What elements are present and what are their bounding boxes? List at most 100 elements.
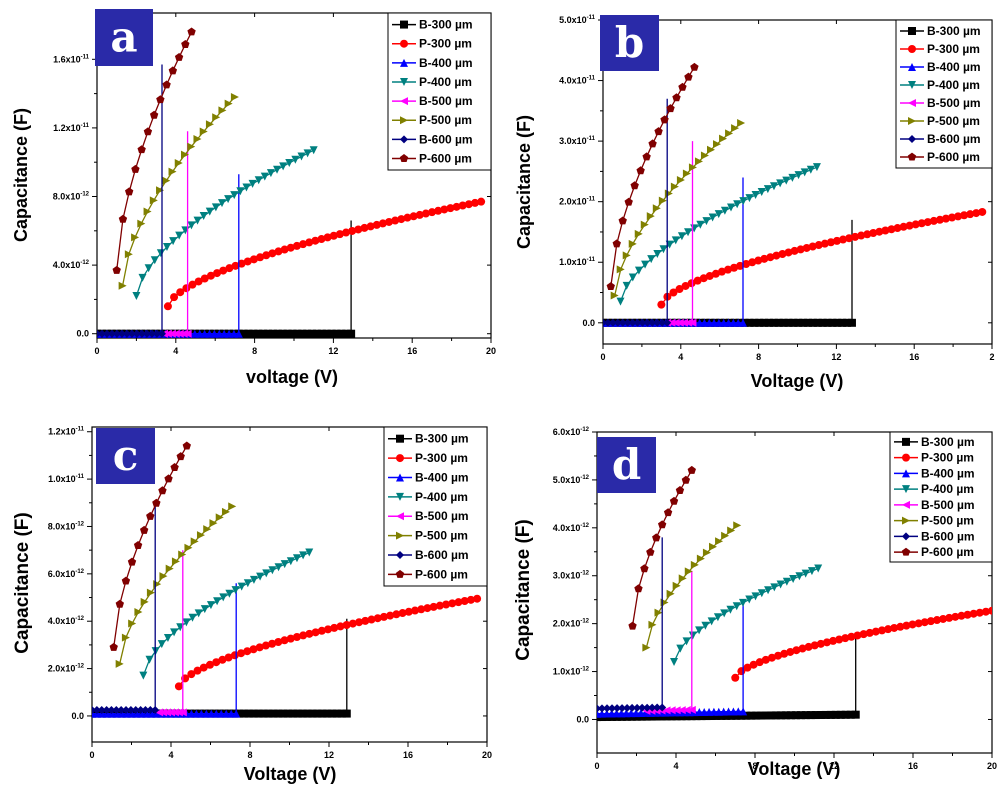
data-point — [699, 274, 708, 283]
data-point — [828, 318, 837, 327]
data-point — [261, 641, 270, 650]
data-point — [146, 511, 155, 520]
data-point — [748, 258, 757, 267]
data-point — [693, 276, 702, 285]
panel-label-box — [96, 428, 155, 484]
data-point — [264, 709, 273, 718]
data-point — [640, 564, 649, 573]
data-point — [205, 120, 214, 129]
data-point — [268, 329, 277, 338]
data-point — [678, 82, 687, 91]
x-tick-label: 12 — [324, 750, 334, 760]
data-point — [981, 607, 990, 616]
data-point — [242, 183, 251, 192]
y-tick-label: 0.0 — [76, 329, 89, 339]
series-p-600-m — [112, 27, 196, 274]
data-point — [213, 269, 222, 278]
data-point — [732, 602, 741, 611]
data-point — [308, 709, 317, 718]
data-point — [811, 711, 820, 720]
x-tick-label: 4 — [678, 352, 683, 362]
panel-label-text: d — [612, 440, 641, 489]
legend-item: P-300 µm — [388, 451, 468, 465]
legend-marker — [396, 550, 404, 559]
legend-marker — [400, 97, 408, 106]
data-point — [638, 318, 647, 327]
data-point — [193, 134, 202, 143]
x-tick-label: 16 — [909, 352, 919, 362]
data-point — [224, 653, 233, 662]
data-point — [881, 226, 890, 235]
data-point — [366, 222, 375, 231]
x-tick-label: 8 — [752, 761, 757, 771]
x-tick-label: 16 — [403, 750, 413, 760]
legend-label: B-500 µm — [415, 509, 469, 523]
legend-marker — [907, 152, 917, 161]
data-point — [792, 646, 801, 655]
data-point — [727, 711, 736, 720]
data-point — [794, 318, 803, 327]
data-point — [642, 643, 651, 652]
data-point — [659, 245, 668, 254]
legend-label: P-500 µm — [415, 529, 468, 543]
data-point — [929, 216, 938, 225]
x-tick-label: 4 — [168, 750, 173, 760]
data-point — [752, 711, 761, 720]
data-point — [792, 711, 801, 720]
legend-label: P-300 µm — [921, 451, 974, 465]
data-point — [757, 711, 766, 720]
chart-panel-d: 0 4 8 12 16 20 0.0 1.0x10-12 2.0x10-12 3.0x10-12 4… — [513, 427, 997, 779]
data-point — [772, 711, 781, 720]
data-point — [648, 139, 657, 148]
y-tick-label: 1.0x10-12 — [553, 667, 590, 677]
data-point — [832, 236, 841, 245]
data-point — [259, 709, 268, 718]
data-point — [893, 224, 902, 233]
plot-area — [97, 27, 486, 338]
data-point — [429, 602, 438, 611]
data-point — [638, 703, 647, 712]
data-point — [755, 658, 764, 667]
data-point — [618, 216, 627, 225]
data-point — [646, 212, 655, 221]
data-point — [200, 274, 209, 283]
panel-label-text: b — [615, 18, 644, 67]
data-point — [255, 643, 264, 652]
data-point — [98, 329, 107, 338]
x-axis-title: Voltage (V) — [244, 764, 337, 784]
data-point — [751, 191, 760, 200]
data-point — [305, 548, 314, 557]
x-axis: 0 4 8 12 16 20 — [594, 432, 997, 771]
series-p-400-m — [616, 163, 821, 306]
y-tick-label: 4.0x10-12 — [48, 616, 85, 626]
data-point — [298, 709, 307, 718]
panel-label-text: a — [110, 12, 137, 61]
data-point — [280, 560, 289, 569]
data-point — [354, 225, 363, 234]
legend-item: P-400 µm — [900, 78, 980, 92]
legend-label: P-500 µm — [419, 113, 472, 127]
series-b-600-m — [603, 98, 672, 327]
data-point — [244, 709, 253, 718]
data-point — [778, 249, 787, 258]
data-point — [863, 230, 872, 239]
data-point — [954, 212, 963, 221]
y-tick-label: 5.0x10-12 — [553, 475, 590, 485]
data-point — [633, 703, 642, 712]
y-tick-label: 4.0x10-11 — [559, 76, 596, 86]
data-point — [616, 265, 625, 274]
y-tick-label: 2.0x10-11 — [559, 197, 596, 207]
data-point — [816, 710, 825, 719]
y-axis: 0.0 4.0x10-12 8.0x10-12 1.2x10-11 1.6x10-11 — [53, 54, 491, 339]
x-tick-label: 20 — [482, 750, 492, 760]
data-point — [224, 99, 233, 108]
data-point — [409, 212, 418, 221]
data-point — [833, 318, 842, 327]
series-p-300-m — [163, 197, 486, 311]
data-point — [324, 625, 333, 634]
data-point — [633, 318, 642, 327]
data-point — [131, 233, 140, 242]
legend-item: P-600 µm — [894, 545, 974, 559]
data-point — [124, 250, 133, 259]
data-point — [769, 182, 778, 191]
